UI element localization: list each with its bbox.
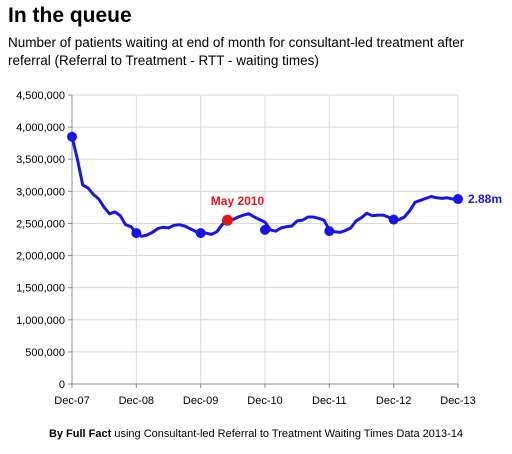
y-tick-label: 4,000,000 — [16, 122, 65, 134]
chart-title: In the queue — [8, 4, 132, 27]
y-tick-label: 2,500,000 — [16, 218, 65, 230]
markers-layer — [67, 131, 463, 239]
x-tick-label: Dec-09 — [183, 395, 218, 407]
x-tick-label: Dec-10 — [247, 395, 282, 407]
data-point-marker — [131, 228, 142, 239]
y-tick-label: 2,000,000 — [16, 251, 65, 263]
x-tick-label: Dec-13 — [440, 395, 475, 407]
y-tick-label: 1,500,000 — [16, 283, 65, 295]
x-tick-label: Dec-08 — [119, 395, 154, 407]
gridlines — [72, 94, 459, 384]
y-tick-label: 4,500,000 — [16, 90, 65, 102]
chart-subtitle: Number of patients waiting at end of mon… — [8, 35, 465, 68]
x-tick-label: Dec-11 — [312, 395, 347, 407]
y-tick-label: 1,000,000 — [16, 315, 65, 327]
x-tick-label: Dec-12 — [376, 395, 411, 407]
data-point-marker — [388, 214, 399, 225]
y-tick-label: 3,500,000 — [16, 154, 65, 166]
footer-source-brand: By Full Fact — [48, 428, 112, 440]
data-point-marker — [195, 228, 206, 239]
y-tick-label: 500,000 — [25, 347, 65, 359]
data-point-marker — [67, 131, 77, 142]
highlight-label: May 2010 — [211, 194, 265, 208]
x-tick-label: Dec-07 — [54, 395, 89, 407]
data-point-marker — [324, 226, 335, 237]
labels-layer: May 2010 2.88m — [211, 192, 502, 208]
footer-source-text: using Consultant-led Referral to Treatme… — [114, 428, 464, 440]
data-point-marker — [260, 224, 270, 235]
y-tick-label: 0 — [59, 379, 65, 391]
highlight-marker — [221, 214, 233, 226]
data-point-marker — [453, 194, 463, 205]
axes: 0 500,000 1,000,000 1,500,000 2,000,000 2,500… — [16, 90, 476, 407]
end-value-label: 2.88m — [468, 192, 502, 206]
chart-footer: By Full Fact using Consultant-led Referr… — [0, 428, 512, 440]
y-tick-label: 3,000,000 — [16, 186, 65, 198]
